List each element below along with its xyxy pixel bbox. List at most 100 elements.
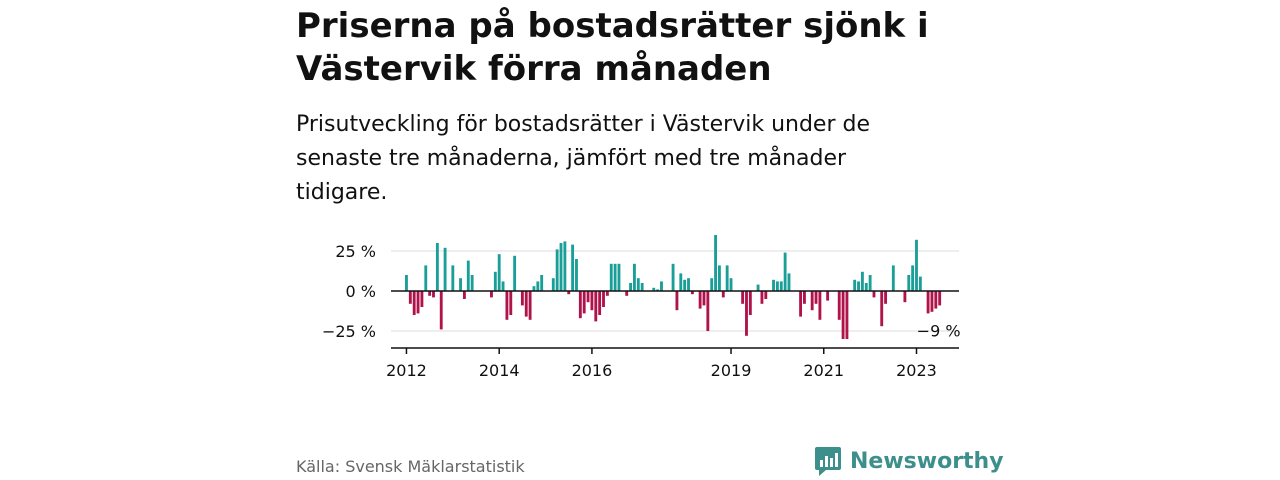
bar	[590, 291, 594, 311]
bar	[636, 278, 640, 291]
bar	[721, 291, 725, 298]
bar	[911, 265, 915, 291]
bar	[416, 291, 420, 314]
bar	[679, 273, 683, 291]
bar	[432, 291, 435, 298]
bar	[633, 263, 636, 291]
bar	[683, 279, 687, 291]
bar	[660, 281, 663, 291]
bar	[505, 291, 509, 320]
bar	[656, 289, 660, 291]
bar	[563, 241, 567, 291]
bar	[741, 291, 745, 304]
y-tick-label: −25 %	[322, 322, 376, 341]
bar	[745, 291, 748, 336]
bar	[860, 271, 864, 291]
bar	[493, 271, 497, 291]
bar	[578, 291, 582, 319]
bar	[706, 291, 710, 331]
bar	[775, 281, 779, 291]
y-tick-label: 0 %	[346, 282, 376, 301]
bar	[602, 291, 605, 307]
bar	[841, 291, 845, 339]
bar	[690, 291, 694, 295]
bar	[555, 249, 559, 291]
bar	[497, 254, 501, 291]
bar	[435, 243, 439, 291]
chart-title: Priserna på bostadsrätter sjönk i Väster…	[296, 6, 929, 89]
bar	[439, 291, 443, 330]
bar	[625, 291, 629, 296]
bar	[760, 291, 764, 304]
bar	[451, 265, 455, 291]
bar	[799, 291, 803, 317]
chart-card: Priserna på bostadsrätter sjönk i Väster…	[296, 0, 1004, 480]
bar	[787, 273, 791, 291]
bar	[586, 291, 590, 303]
x-tick-label: 2019	[711, 361, 752, 380]
x-tick-label: 2023	[896, 361, 937, 380]
axes	[391, 290, 959, 354]
bar	[520, 291, 524, 306]
bar	[605, 291, 609, 296]
bar	[803, 291, 806, 304]
bar	[725, 265, 729, 291]
bar	[640, 283, 644, 291]
bar-chart-logo-icon	[815, 447, 841, 476]
axis-labels: 25 % 0 % −25 % 2012 2014 2016 2019 2021 2023 −9 %	[322, 242, 961, 380]
source-note: Källa: Svensk Mäklarstatistik	[296, 457, 525, 476]
bar	[559, 243, 563, 291]
x-tick-label: 2014	[479, 361, 520, 380]
grid-lines	[391, 250, 959, 332]
bar	[880, 291, 884, 327]
bar	[540, 275, 544, 291]
x-tick-label: 2012	[386, 361, 427, 380]
bar	[772, 279, 775, 291]
bar	[420, 291, 424, 307]
bar	[490, 291, 493, 298]
bar	[857, 281, 860, 291]
bar	[748, 291, 752, 315]
bar	[613, 263, 617, 291]
bar	[629, 283, 632, 291]
bar	[864, 283, 868, 291]
bar	[756, 284, 760, 291]
bar	[779, 281, 783, 291]
bar	[609, 263, 613, 291]
bar	[459, 278, 462, 291]
bar	[551, 278, 555, 291]
bar	[938, 291, 942, 306]
bar	[466, 260, 470, 291]
bar	[509, 291, 513, 315]
bar	[814, 291, 818, 304]
bar	[405, 275, 408, 291]
x-tick-label: 2021	[803, 361, 844, 380]
bar	[675, 291, 679, 311]
bar	[934, 291, 938, 309]
bar	[714, 235, 717, 291]
bar	[687, 278, 690, 291]
bar	[575, 259, 578, 291]
bar-chart: 25 % 0 % −25 % 2012 2014 2016 2019 2021 2023 −9 %	[322, 235, 961, 380]
bar	[810, 291, 814, 311]
bar	[443, 247, 447, 291]
bar	[702, 291, 706, 306]
bar	[698, 291, 702, 309]
bar	[532, 286, 536, 291]
bar	[868, 275, 872, 291]
bar	[617, 263, 621, 291]
bar	[571, 244, 575, 291]
bar	[903, 291, 907, 303]
bar	[853, 279, 857, 291]
chart-subtitle: Prisutveckling för bostadsrätter i Väste…	[296, 112, 870, 205]
newsworthy-logo[interactable]: Newsworthy	[814, 444, 1004, 478]
last-value-label: −9 %	[917, 321, 961, 340]
bar	[652, 287, 656, 291]
bar	[783, 252, 787, 291]
bar	[891, 265, 895, 291]
bar	[470, 275, 474, 291]
y-tick-label: 25 %	[335, 242, 376, 261]
bar	[930, 291, 934, 312]
bar	[837, 291, 841, 320]
bar	[598, 291, 602, 315]
